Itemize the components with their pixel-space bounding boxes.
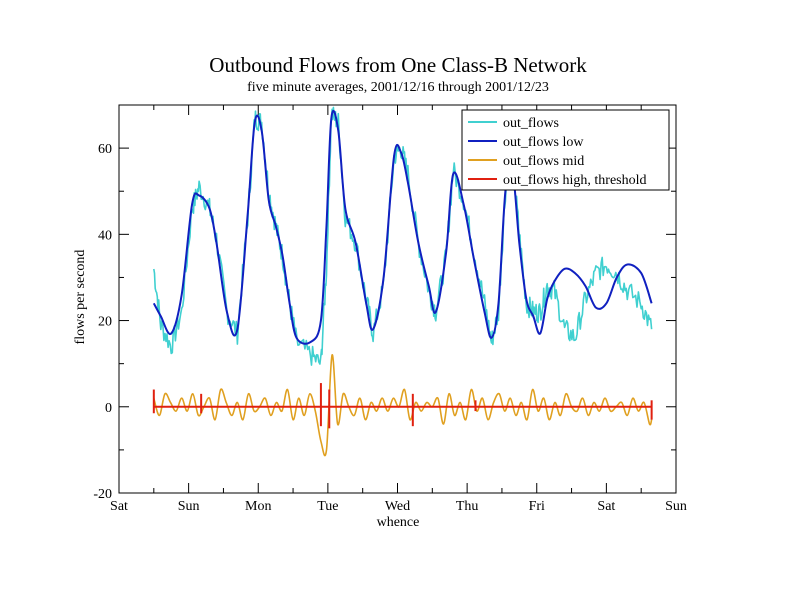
x-tick-label: Sat (597, 499, 615, 514)
x-tick-labels: Sat Sun Mon Tue Wed Thu Fri Sat Sun (110, 499, 687, 514)
legend-label: out_flows mid (503, 154, 584, 169)
x-axis-label: whence (377, 515, 420, 530)
y-tick-label: -20 (93, 487, 112, 502)
x-tick-label: Sun (665, 499, 687, 514)
x-tick-label: Sun (178, 499, 200, 514)
series-layer (152, 106, 653, 457)
y-tick-labels: -20 0 20 40 60 (93, 142, 112, 502)
x-tick-label: Wed (385, 499, 410, 514)
y-tick-label: 0 (105, 401, 112, 416)
series-out-flows-low (152, 110, 653, 345)
series-line (152, 110, 653, 345)
y-tick-label: 40 (98, 228, 112, 243)
chart-title: Outbound Flows from One Class-B Network (209, 53, 587, 77)
series-out-flows-high-threshold (152, 383, 653, 429)
x-tick-label: Thu (456, 499, 479, 514)
x-tick-label: Tue (317, 499, 338, 514)
x-tick-label: Sat (110, 499, 128, 514)
y-axis-label: flows per second (73, 250, 88, 345)
x-tick-label: Fri (529, 499, 545, 514)
series-line (153, 354, 653, 457)
chart-subtitle: five minute averages, 2001/12/16 through… (247, 80, 549, 95)
legend-label: out_flows high, threshold (503, 173, 647, 188)
legend-label: out_flows (503, 116, 559, 131)
legend-label: out_flows low (503, 135, 584, 150)
legend-box (461, 109, 670, 191)
y-tick-label: 20 (98, 315, 112, 330)
series-out-flows-mid (153, 354, 653, 457)
legend: out_flows out_flows low out_flows mid out_f… (461, 109, 670, 191)
y-tick-label: 60 (98, 142, 112, 157)
x-tick-label: Mon (245, 499, 271, 514)
